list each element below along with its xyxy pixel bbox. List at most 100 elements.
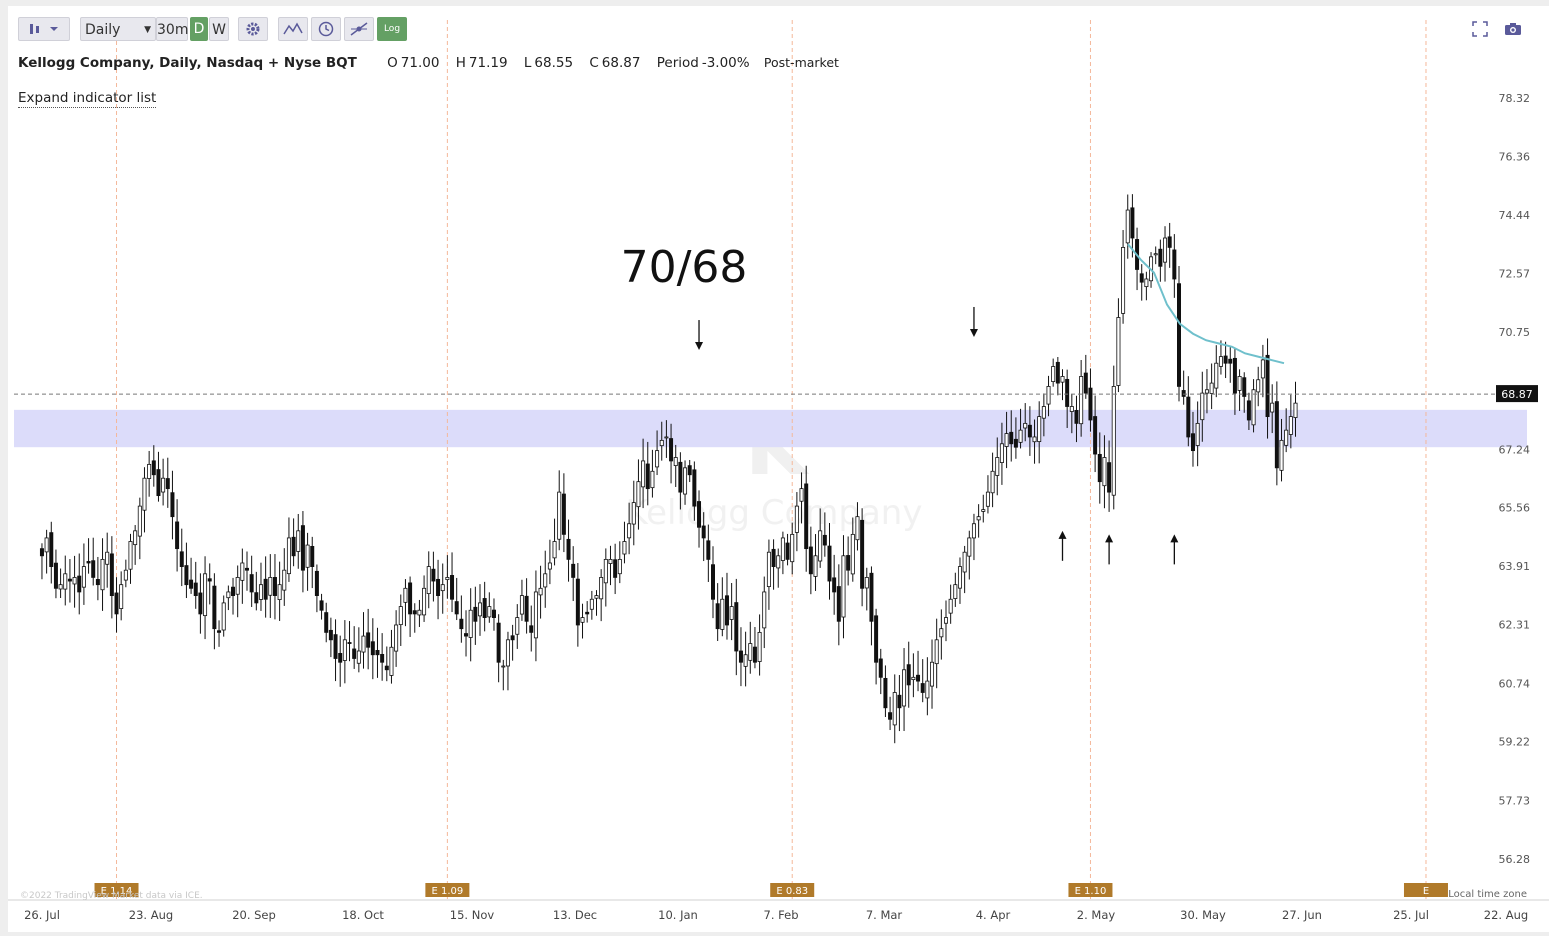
candle-body bbox=[39, 548, 44, 557]
candle-body bbox=[813, 555, 818, 577]
candle-body bbox=[109, 553, 114, 596]
y-tick-label: 60.74 bbox=[1499, 677, 1531, 690]
candle-body bbox=[841, 555, 846, 618]
interval-value: Daily bbox=[85, 22, 121, 38]
earnings-badge-label: E 0.83 bbox=[776, 886, 808, 897]
candle-body bbox=[771, 548, 776, 567]
candle-body bbox=[431, 568, 436, 582]
interval-daily-button[interactable]: D bbox=[190, 17, 208, 41]
candle-body bbox=[119, 584, 124, 609]
candle-body bbox=[1246, 400, 1251, 421]
candle-body bbox=[100, 558, 105, 591]
candle-body bbox=[1009, 431, 1014, 445]
candle-body bbox=[575, 578, 580, 626]
candle-body bbox=[482, 598, 487, 619]
chart-type-button[interactable] bbox=[18, 17, 70, 41]
candle-body bbox=[422, 587, 427, 616]
candle-body bbox=[440, 584, 445, 592]
candle-body bbox=[818, 530, 823, 562]
interval-weekly-button[interactable]: W bbox=[209, 17, 229, 41]
earnings-badge-1 bbox=[425, 883, 470, 897]
candle-body bbox=[491, 609, 496, 619]
last-price-marker bbox=[1496, 385, 1538, 403]
log-scale-button[interactable]: Log bbox=[377, 17, 407, 41]
screenshot-button[interactable] bbox=[1502, 17, 1524, 41]
candle-body bbox=[1004, 433, 1009, 447]
candle-body bbox=[53, 562, 58, 589]
candle-body bbox=[1051, 366, 1056, 382]
candle-body bbox=[580, 617, 585, 623]
price-chart[interactable]: KKellogg Company70/6878.3276.3674.4472.5… bbox=[8, 6, 1549, 932]
candle-body bbox=[566, 538, 571, 560]
candle-body bbox=[515, 617, 520, 635]
y-tick-label: 76.36 bbox=[1499, 150, 1531, 163]
chevron-down-icon: ▼ bbox=[144, 25, 151, 35]
candle-body bbox=[948, 598, 953, 614]
interval-select[interactable]: Daily ▼ bbox=[80, 17, 156, 41]
candle-body bbox=[976, 516, 981, 521]
candle-body bbox=[860, 519, 865, 589]
close-label: C bbox=[589, 55, 599, 71]
settings-button[interactable] bbox=[238, 17, 268, 41]
candle-body bbox=[114, 592, 119, 615]
candle-body bbox=[645, 463, 650, 490]
x-tick-label: 10. Jan bbox=[658, 908, 698, 922]
candle-body bbox=[594, 595, 599, 599]
candle-body bbox=[235, 577, 240, 595]
candle-body bbox=[505, 639, 510, 667]
expand-indicator-list-link[interactable]: Expand indicator list bbox=[18, 90, 157, 108]
candle-body bbox=[538, 587, 543, 596]
interval-30m-button[interactable]: 30m bbox=[156, 17, 188, 41]
candle-body bbox=[799, 488, 804, 502]
candle-body bbox=[650, 470, 655, 489]
candle-body bbox=[999, 443, 1004, 463]
last-price-label: 68.87 bbox=[1501, 388, 1533, 401]
candle-body bbox=[310, 545, 315, 567]
candle-body bbox=[794, 505, 799, 533]
candle-body bbox=[1260, 359, 1265, 379]
candle-body bbox=[436, 578, 441, 596]
candle-body bbox=[706, 540, 711, 560]
candle-body bbox=[1107, 462, 1112, 493]
candle-body bbox=[300, 525, 305, 571]
candle-body bbox=[226, 591, 231, 599]
candle-body bbox=[49, 532, 54, 567]
candle-body bbox=[519, 595, 524, 615]
session-status: Post-market bbox=[763, 55, 839, 70]
x-tick-label: 30. May bbox=[1180, 908, 1226, 922]
fullscreen-button[interactable] bbox=[1470, 17, 1490, 41]
candle-body bbox=[874, 615, 879, 663]
candle-body bbox=[477, 602, 482, 617]
candle-body bbox=[1232, 357, 1237, 394]
candle-body bbox=[291, 536, 296, 557]
candle-body bbox=[1097, 453, 1102, 483]
camera-icon bbox=[1505, 23, 1521, 35]
candle-body bbox=[1270, 402, 1275, 413]
candle-body bbox=[314, 570, 319, 596]
drawing-button[interactable] bbox=[344, 17, 374, 41]
candle-body bbox=[1079, 376, 1084, 425]
x-tick-label: 18. Oct bbox=[342, 908, 384, 922]
candle-body bbox=[58, 584, 63, 590]
candle-body bbox=[263, 578, 268, 600]
candle-body bbox=[827, 545, 832, 582]
indicators-button[interactable] bbox=[278, 17, 308, 41]
candle-body bbox=[67, 578, 72, 582]
candle-body bbox=[617, 558, 622, 575]
candle-body bbox=[1013, 438, 1018, 448]
candle-body bbox=[179, 551, 184, 567]
candle-body bbox=[762, 591, 767, 629]
candle-body bbox=[855, 516, 860, 541]
candle-body bbox=[1125, 209, 1130, 244]
earnings-badge-label: E 1.10 bbox=[1075, 886, 1107, 897]
candle-body bbox=[683, 467, 688, 495]
close-value: 68.87 bbox=[601, 55, 641, 71]
high-value: 71.19 bbox=[468, 55, 508, 71]
candle-body bbox=[1074, 409, 1079, 424]
candle-body bbox=[217, 630, 222, 633]
candle-body bbox=[757, 631, 762, 662]
earnings-badge-4 bbox=[1403, 883, 1448, 897]
candle-body bbox=[1088, 387, 1093, 421]
candle-body bbox=[720, 598, 725, 630]
time-button[interactable] bbox=[311, 17, 341, 41]
